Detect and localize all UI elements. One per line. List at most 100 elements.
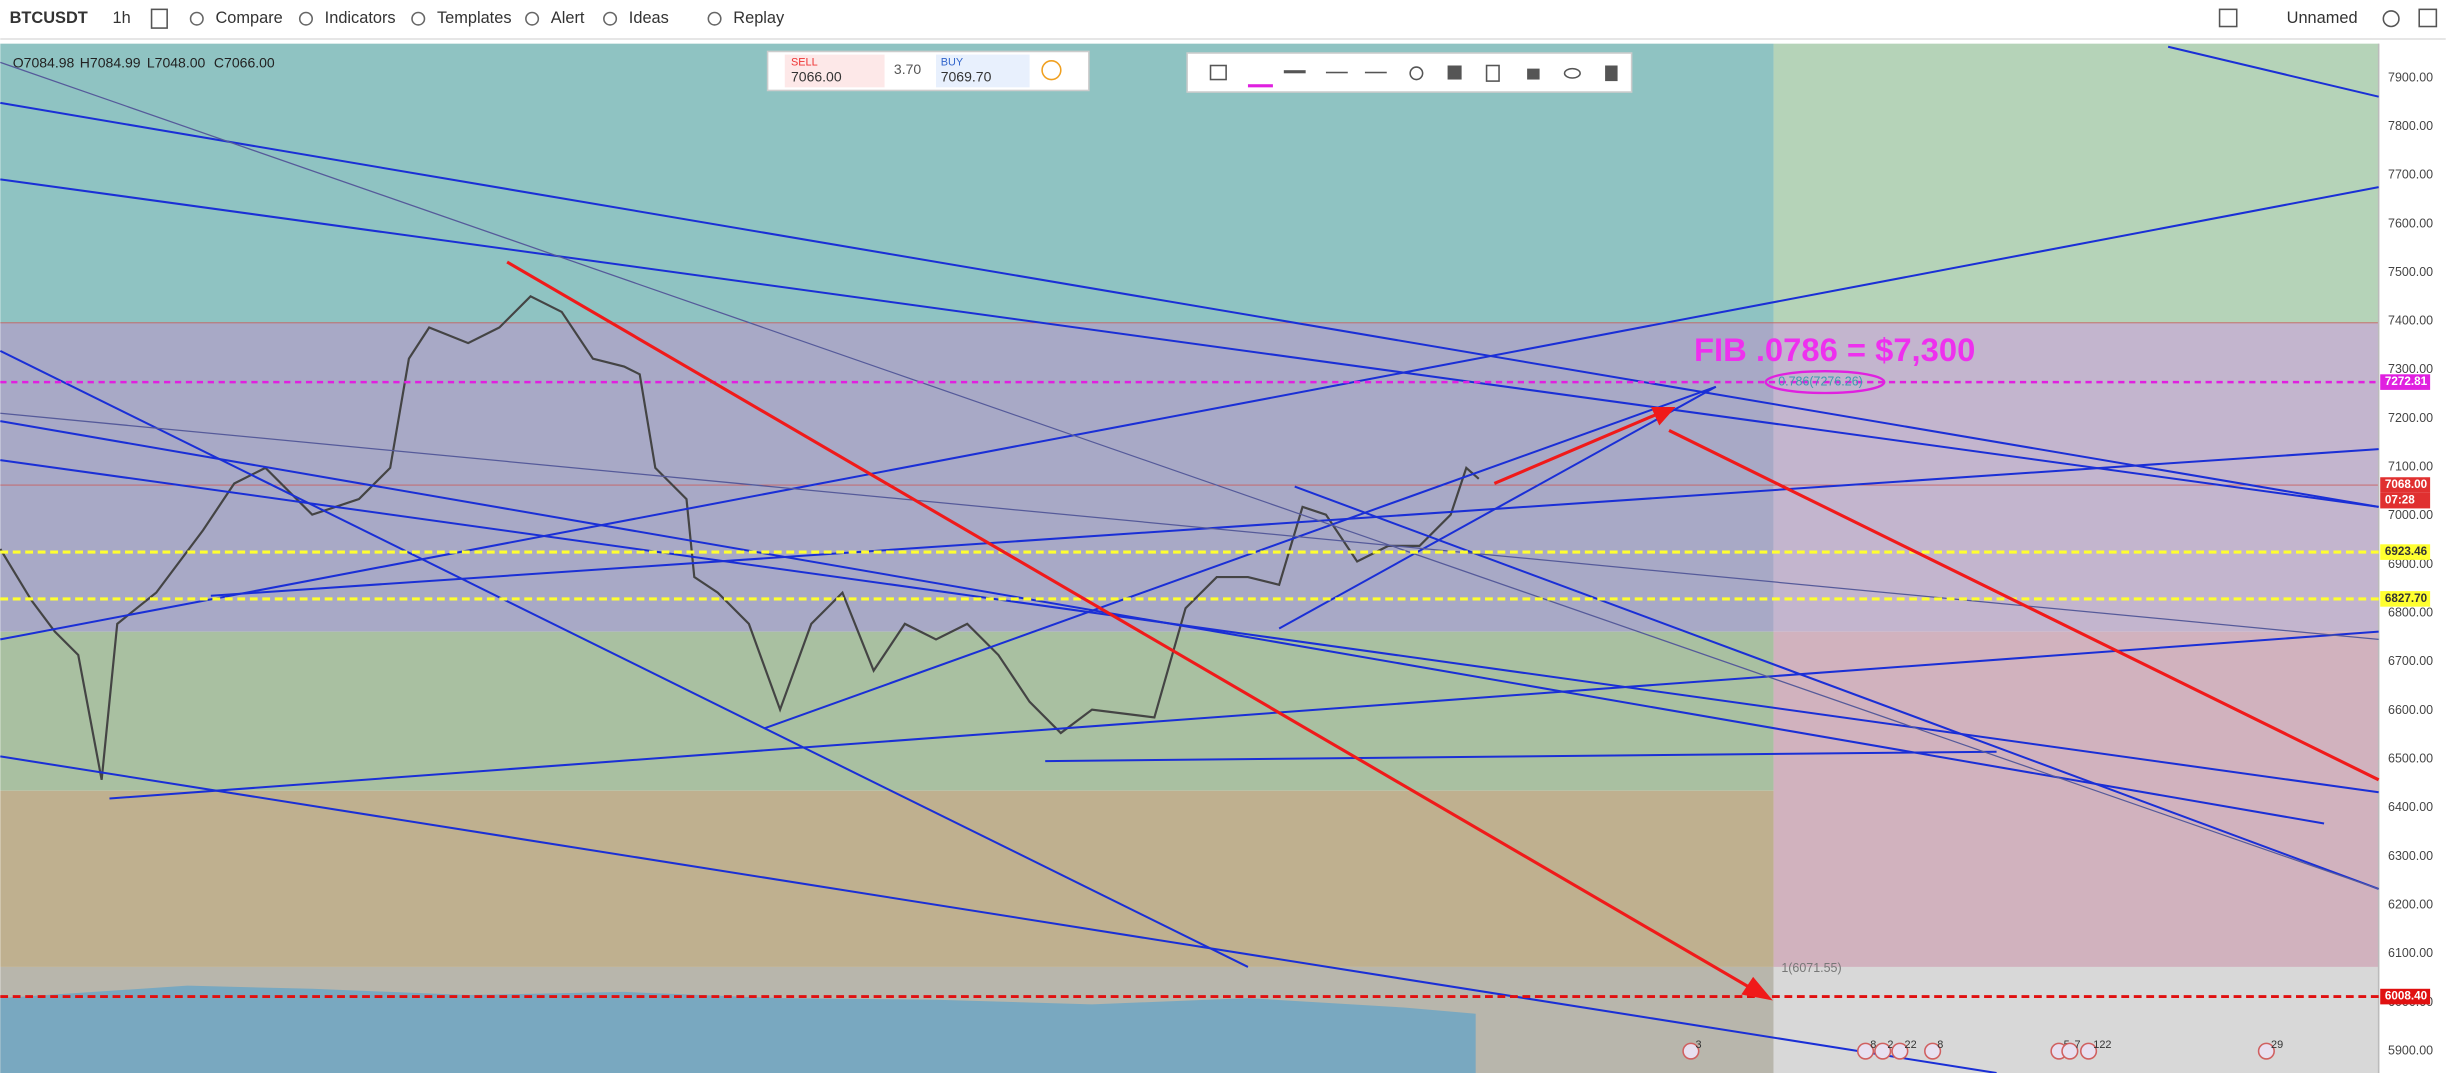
arrows: [506, 260, 2380, 1001]
price-label: 6800.00: [2388, 606, 2433, 620]
price-axis-labels: 7900.00 7800.00 7700.00 7600.00 7500.00 7400.…: [2380, 70, 2433, 1057]
price-tag: [2380, 988, 2431, 1005]
event-badge[interactable]: [2257, 1042, 2275, 1060]
price-label: 5900.00: [2388, 1043, 2433, 1057]
price-trace: [0, 294, 1480, 780]
event-badge[interactable]: [1874, 1042, 1892, 1060]
tool[interactable]: [1409, 66, 1424, 81]
event-badge[interactable]: [2061, 1042, 2079, 1060]
toolbar-icon[interactable]: [298, 11, 313, 26]
event-badge-label: 8: [1937, 1039, 1943, 1051]
price-label: 6300.00: [2388, 849, 2433, 863]
event-badges: 3822285712229: [1682, 1039, 2283, 1060]
price-label: 7900.00: [2388, 70, 2433, 84]
ohlc-high: H7084.99: [80, 55, 141, 71]
ohlc-open: O7084.98: [13, 55, 75, 71]
price-tag: [2380, 544, 2431, 560]
toolbar-icon[interactable]: [707, 11, 722, 26]
event-badge[interactable]: [1891, 1042, 1909, 1060]
tool[interactable]: [1283, 70, 1306, 74]
highlight-ellipse: [1764, 370, 1886, 395]
toolbar-item[interactable]: Replay: [733, 9, 785, 27]
toolbar-icon[interactable]: [525, 11, 540, 26]
price-label: 7400.00: [2388, 314, 2433, 328]
price-tag: [2380, 477, 2431, 493]
tool[interactable]: [1447, 65, 1462, 80]
event-badge-label: 22: [1905, 1039, 1917, 1051]
toolbar-item[interactable]: Compare: [216, 9, 283, 27]
layout-name[interactable]: Unnamed: [2287, 9, 2358, 27]
event-badge-label: 7: [2075, 1039, 2081, 1051]
buy-label: BUY: [941, 56, 964, 68]
fib-base: 1(6071.55): [1781, 961, 1841, 975]
price-label: 6500.00: [2388, 752, 2433, 766]
drawing-tools: [1209, 64, 1618, 88]
color-swatch[interactable]: [1247, 84, 1273, 88]
toolbar-icon[interactable]: [189, 11, 204, 26]
tool[interactable]: [1325, 71, 1348, 74]
fib-level: 0.786(7276.26): [1778, 374, 1863, 388]
headline: FIB .0786 = $7,300: [1694, 331, 1975, 368]
price-label: 7500.00: [2388, 265, 2433, 279]
price-tag-label: 6923.46: [2385, 545, 2428, 558]
sell-label: SELL: [791, 56, 818, 68]
event-badge-label: 3: [1696, 1039, 1702, 1051]
price-tag-label: 6008.40: [2385, 990, 2428, 1003]
toolbar-items: BTCUSDT 1h Compare Indicators Templates Ale…: [10, 8, 785, 29]
fullscreen-icon[interactable]: [2418, 8, 2438, 28]
checkbox[interactable]: [2218, 8, 2238, 28]
thin-lines: [0, 61, 2379, 890]
event-badge[interactable]: [1924, 1042, 1942, 1060]
price-label: 7100.00: [2388, 460, 2433, 474]
lock[interactable]: [1527, 68, 1540, 80]
price-label: 6100.00: [2388, 946, 2433, 960]
toolbar-item[interactable]: Templates: [437, 9, 512, 27]
info-icon[interactable]: [1041, 60, 1062, 81]
event-badge-label: 122: [2093, 1039, 2111, 1051]
settings-icon[interactable]: [2382, 10, 2400, 28]
buy-button[interactable]: [936, 54, 1030, 88]
chart-type-icon[interactable]: [150, 8, 168, 29]
price-label: 7300.00: [2388, 362, 2433, 376]
price-label: 7000.00: [2388, 508, 2433, 522]
symbol[interactable]: BTCUSDT: [10, 9, 88, 27]
price-label: 7800.00: [2388, 119, 2433, 133]
sell-price: 7066.00: [791, 69, 842, 85]
price-label: 7700.00: [2388, 168, 2433, 182]
price-label: 6400.00: [2388, 800, 2433, 814]
ohlc-low: L7048.00: [147, 55, 206, 71]
trash[interactable]: [1605, 65, 1618, 82]
price-tag-label: 6827.70: [2385, 592, 2428, 605]
price-tag-label: 7272.81: [2385, 375, 2428, 388]
price-tag: [2380, 591, 2431, 607]
price-label: 6200.00: [2388, 897, 2433, 911]
ohlc-legend: O7084.98 H7084.99 L7048.00 C7066.00: [13, 55, 275, 71]
toolbar-item[interactable]: Indicators: [325, 9, 396, 27]
price-tag-label: 07:28: [2385, 494, 2415, 507]
toolbar-item[interactable]: Ideas: [629, 9, 669, 27]
price-tag-label: 7068.00: [2385, 478, 2428, 491]
tool[interactable]: [1485, 64, 1500, 82]
sell-button[interactable]: [784, 54, 885, 88]
event-badge[interactable]: [1682, 1042, 1700, 1060]
event-badge-label: 29: [2271, 1039, 2283, 1051]
tool[interactable]: [1209, 64, 1227, 81]
volume-area: [0, 985, 1476, 1073]
chart-background: [0, 43, 2379, 1073]
tool[interactable]: [1364, 71, 1387, 74]
trend-lines: [0, 45, 2380, 1073]
event-badge-label: 8: [1870, 1039, 1876, 1051]
event-badge[interactable]: [1856, 1042, 1875, 1060]
toolbar-item[interactable]: Alert: [551, 9, 585, 27]
event-badge[interactable]: [2079, 1042, 2098, 1060]
price-label: 6900.00: [2388, 557, 2433, 571]
spread: 3.70: [894, 61, 921, 77]
toolbar-icon[interactable]: [411, 11, 426, 26]
toolbar: [0, 0, 2446, 39]
interval[interactable]: 1h: [113, 9, 131, 27]
buy-price: 7069.70: [941, 69, 992, 85]
price-label: 7600.00: [2388, 216, 2433, 230]
eye[interactable]: [1563, 67, 1581, 79]
toolbar-icon[interactable]: [603, 11, 618, 26]
